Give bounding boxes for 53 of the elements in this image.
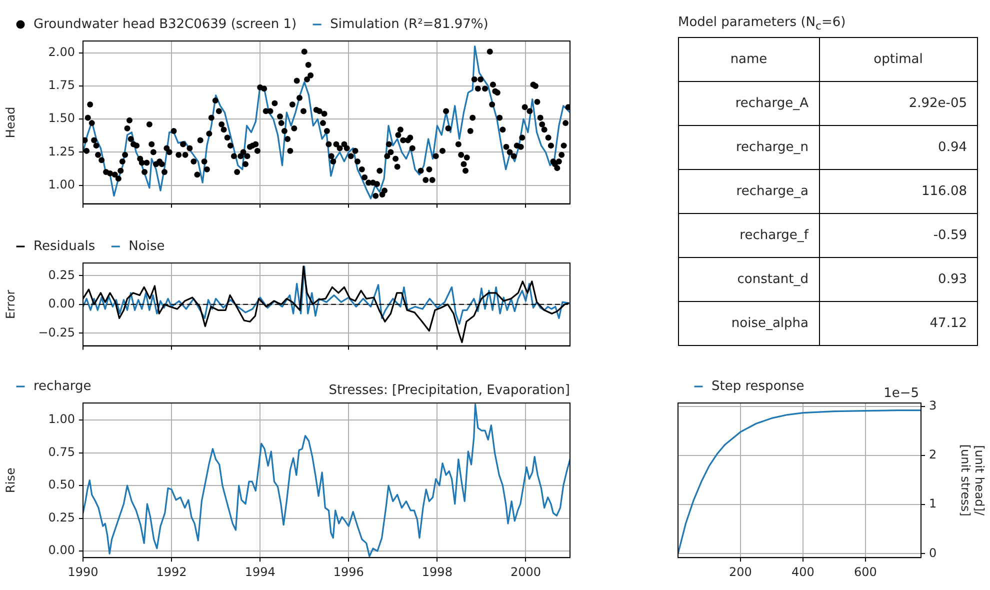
y2-tick-label: 1: [929, 496, 937, 511]
chart-title: Stresses: [Precipitation, Evaporation]: [328, 382, 570, 398]
legend-label: Residuals: [34, 238, 96, 254]
x-tick-label: 1996: [333, 564, 364, 579]
x-tick-label: 400: [791, 564, 814, 579]
y2-tick-label: 0: [929, 546, 937, 560]
y-axis-title: Rise: [3, 468, 18, 493]
x-tick-label: 200: [729, 564, 752, 579]
text: noise_alpha: [678, 302, 820, 346]
text: 47.12: [819, 302, 978, 346]
text: -0.59: [819, 214, 978, 258]
y-axis-title: Error: [3, 290, 18, 320]
legend-label: recharge: [34, 378, 92, 394]
x-tick-label: 1992: [156, 564, 187, 579]
text: optimal: [819, 38, 978, 82]
y2-axis-title: [unit head]/ [unit stress]: [958, 444, 987, 516]
y-tick-label: 0.25: [48, 268, 75, 282]
y-tick-label: 1.25: [48, 144, 75, 158]
y-tick-label: 0.00: [48, 296, 75, 311]
y2-tick-label: 2: [929, 448, 937, 462]
text: Model parameters (N$_{c}$=6): [678, 15, 846, 33]
y-tick-label: 2.00: [48, 45, 75, 60]
text: recharge_A: [678, 82, 820, 126]
legend-label: Noise: [128, 238, 165, 254]
y-tick-label: −0.25: [38, 325, 75, 340]
text: 2.92e-05: [819, 82, 978, 126]
y-tick-label: 1.00: [48, 177, 75, 192]
x-tick-label: 1990: [68, 564, 98, 579]
x-tick-label: 1998: [422, 564, 452, 579]
x-tick-label: 1994: [244, 564, 276, 579]
text: name: [678, 38, 820, 82]
x-tick-label: 600: [854, 564, 877, 579]
y-axis-title: Head: [3, 106, 18, 138]
y-tick-label: 0.25: [48, 510, 75, 524]
text: recharge_f: [678, 214, 820, 258]
text: 1e−5: [884, 386, 919, 401]
x-tick-label: 2000: [510, 564, 541, 579]
text: recharge_n: [678, 126, 820, 170]
y-tick-label: 1.00: [48, 412, 75, 426]
text: recharge_a: [678, 170, 820, 214]
y-tick-label: 1.75: [48, 78, 75, 92]
legend-label: Simulation (R²=81.97%): [330, 16, 488, 32]
y-tick-label: 1.50: [48, 111, 75, 126]
text: 116.08: [819, 170, 978, 214]
y-tick-label: 0.50: [48, 478, 75, 492]
y-tick-label: 0.75: [48, 444, 75, 459]
text: 0.93: [819, 258, 978, 302]
y2-tick-label: 3: [929, 398, 937, 413]
text: constant_d: [678, 258, 820, 302]
legend-label: Step response: [712, 378, 804, 394]
y-tick-label: 0.00: [48, 543, 75, 558]
legend-label: Groundwater head B32C0639 (screen 1): [34, 16, 297, 32]
text: 0.94: [819, 126, 978, 170]
